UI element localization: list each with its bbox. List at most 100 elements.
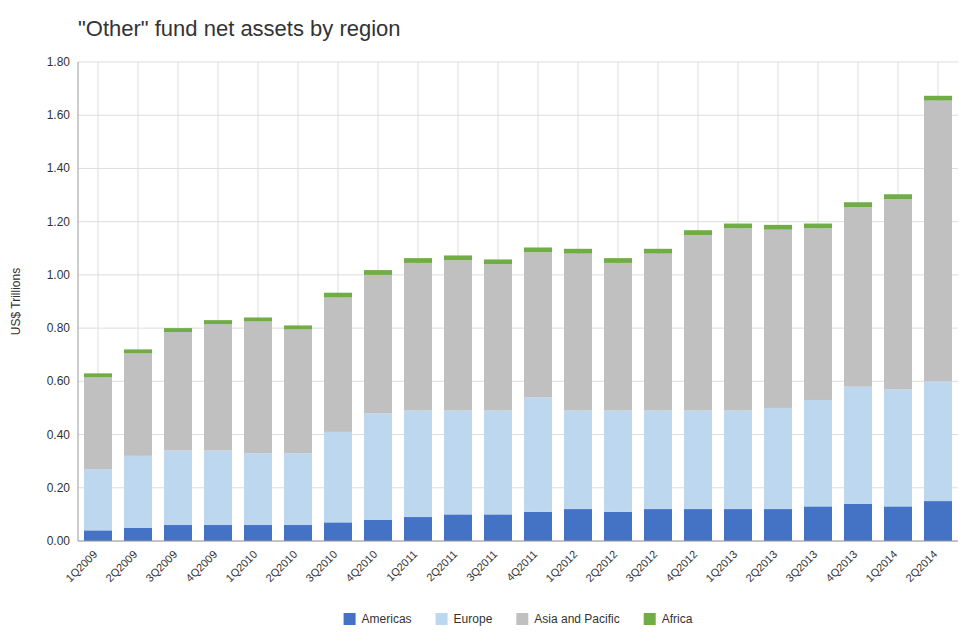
- x-axis-line: [78, 541, 958, 542]
- bar: [764, 225, 792, 230]
- x-tick-label: 4Q2010: [343, 548, 379, 584]
- y-axis-label: US$ Trillions: [9, 268, 23, 335]
- y-grid-line: [78, 115, 958, 116]
- bar: [324, 293, 352, 298]
- bar: [164, 328, 192, 332]
- bar: [724, 509, 752, 541]
- y-grid-line: [78, 221, 958, 222]
- bar: [804, 506, 832, 541]
- bars: [84, 96, 952, 541]
- x-tick-label: 1Q2009: [63, 548, 99, 584]
- x-tick-label: 4Q2011: [504, 548, 540, 584]
- bar: [884, 389, 912, 506]
- bar: [124, 353, 152, 455]
- x-tick-label: 2Q2012: [583, 548, 619, 584]
- bar: [884, 199, 912, 389]
- bar: [924, 501, 952, 541]
- legend-swatch: [644, 613, 656, 625]
- bar: [84, 469, 112, 530]
- legend-label: Africa: [662, 612, 693, 626]
- x-tick-label: 3Q2012: [623, 548, 659, 584]
- legend-item: Europe: [436, 612, 493, 626]
- bar: [684, 411, 712, 509]
- bar: [324, 298, 352, 432]
- bar: [604, 263, 632, 411]
- bar: [604, 411, 632, 512]
- bar: [164, 332, 192, 450]
- bar: [564, 254, 592, 411]
- bar: [764, 408, 792, 509]
- bar: [844, 504, 872, 541]
- bar: [644, 249, 672, 254]
- x-tick-label: 2Q2013: [743, 548, 779, 584]
- bar: [684, 235, 712, 411]
- bar: [204, 320, 232, 324]
- y-tick-label: 0.20: [47, 481, 71, 495]
- bar: [444, 411, 472, 515]
- bar: [84, 377, 112, 469]
- y-tick-label: 1.20: [47, 215, 71, 229]
- x-tick-label: 3Q2010: [303, 548, 339, 584]
- bar: [684, 509, 712, 541]
- bar: [204, 451, 232, 526]
- bar: [924, 381, 952, 501]
- bar: [564, 249, 592, 254]
- legend-swatch: [516, 613, 528, 625]
- bar: [84, 530, 112, 541]
- bar: [124, 349, 152, 353]
- bar: [684, 230, 712, 235]
- x-tick-label: 3Q2013: [783, 548, 819, 584]
- y-axis-line: [78, 62, 79, 541]
- bar: [884, 194, 912, 199]
- bar: [444, 260, 472, 410]
- x-tick-label: 1Q2010: [223, 548, 259, 584]
- bar: [484, 264, 512, 410]
- x-tick-label: 1Q2011: [384, 548, 420, 584]
- legend: Americas Europe Asia and Pacific Africa: [344, 612, 693, 626]
- bar: [724, 411, 752, 509]
- legend-swatch: [344, 613, 356, 625]
- bar: [244, 525, 272, 541]
- legend-label: Asia and Pacific: [534, 612, 619, 626]
- bar: [364, 520, 392, 541]
- bar: [244, 453, 272, 525]
- x-tick-label: 2Q2009: [103, 548, 139, 584]
- bar: [804, 228, 832, 400]
- bar: [644, 411, 672, 509]
- bar: [884, 506, 912, 541]
- bar: [604, 258, 632, 263]
- bar: [724, 228, 752, 410]
- y-grid-line: [78, 62, 958, 63]
- legend-label: Americas: [362, 612, 412, 626]
- bar: [484, 411, 512, 515]
- legend-item: Africa: [644, 612, 693, 626]
- chart: "Other" fund net assets by region0.000.2…: [0, 0, 980, 641]
- y-tick-label: 0.40: [47, 428, 71, 442]
- bar: [364, 275, 392, 413]
- x-tick-label: 3Q2011: [464, 548, 500, 584]
- bar: [364, 413, 392, 519]
- legend-swatch: [436, 613, 448, 625]
- legend-item: Americas: [344, 612, 412, 626]
- bar: [404, 411, 432, 517]
- bar: [444, 255, 472, 260]
- y-grid-line: [78, 541, 958, 542]
- bar: [564, 411, 592, 509]
- bar: [284, 525, 312, 541]
- bar: [764, 230, 792, 408]
- bar: [724, 224, 752, 229]
- bar: [324, 522, 352, 541]
- bar: [284, 325, 312, 329]
- bar: [764, 509, 792, 541]
- y-tick-label: 1.80: [47, 55, 71, 69]
- x-tick-label: 2Q2010: [263, 548, 299, 584]
- legend-label: Europe: [454, 612, 493, 626]
- bar: [444, 514, 472, 541]
- x-tick-label: 1Q2013: [703, 548, 739, 584]
- x-tick-label: 1Q2012: [543, 548, 579, 584]
- series: [84, 101, 952, 470]
- bar: [364, 270, 392, 275]
- y-tick-label: 0.80: [47, 321, 71, 335]
- bar: [484, 259, 512, 264]
- bar: [404, 258, 432, 263]
